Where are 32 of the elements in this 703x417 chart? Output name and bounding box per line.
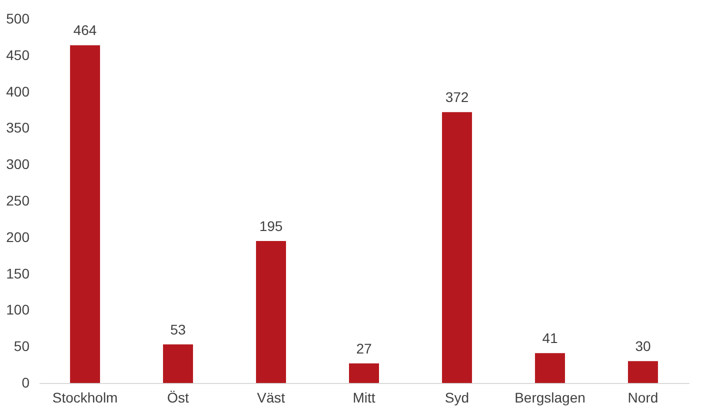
data-label: 53 bbox=[170, 321, 186, 338]
bar bbox=[163, 344, 194, 383]
y-tick-label: 0 bbox=[22, 374, 30, 390]
y-tick-label: 50 bbox=[14, 338, 30, 354]
bar bbox=[70, 45, 100, 383]
bar bbox=[534, 353, 565, 383]
bar bbox=[628, 361, 658, 383]
bar bbox=[442, 112, 472, 383]
x-tick-label: Stockholm bbox=[52, 390, 118, 406]
x-tick-label: Bergslagen bbox=[514, 390, 586, 406]
bar bbox=[349, 363, 379, 383]
data-label: 27 bbox=[356, 340, 372, 356]
data-label: 30 bbox=[635, 338, 651, 354]
x-tick-label: Väst bbox=[257, 390, 286, 406]
data-label: 41 bbox=[542, 330, 558, 346]
y-tick-label: 200 bbox=[6, 228, 30, 245]
x-tick-label: Mitt bbox=[352, 390, 376, 406]
y-tick-label: 150 bbox=[6, 265, 30, 282]
data-label: 372 bbox=[445, 89, 469, 106]
y-tick-label: 100 bbox=[6, 302, 30, 318]
y-tick-label: 350 bbox=[6, 120, 30, 136]
bar bbox=[256, 241, 286, 383]
y-tick-label: 250 bbox=[6, 192, 30, 208]
y-tick-label: 500 bbox=[6, 10, 30, 26]
data-label: 195 bbox=[259, 218, 283, 234]
y-tick-label: 450 bbox=[6, 46, 30, 63]
y-tick-label: 300 bbox=[6, 156, 30, 172]
x-tick-label: Öst bbox=[167, 390, 190, 406]
data-label: 464 bbox=[73, 22, 97, 38]
x-tick-label: Syd bbox=[444, 390, 470, 406]
y-tick-label: 400 bbox=[6, 83, 30, 100]
x-tick-label: Nord bbox=[628, 390, 658, 406]
